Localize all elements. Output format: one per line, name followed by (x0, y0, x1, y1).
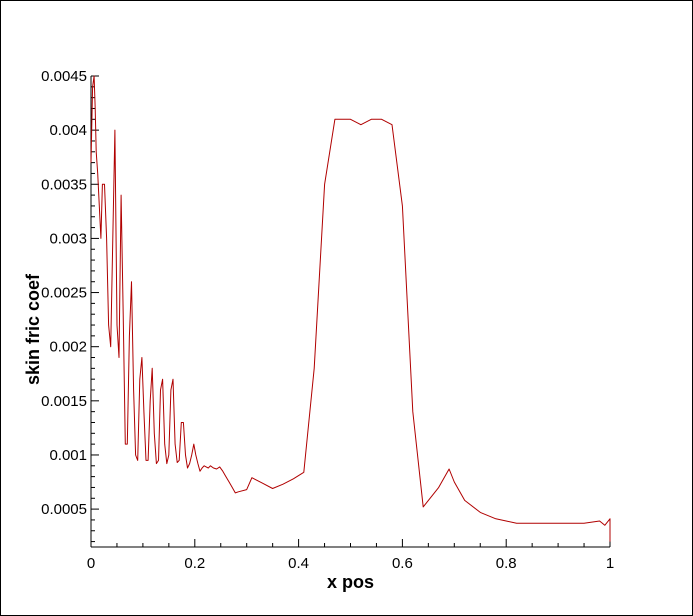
y-tick-label: 0.0025 (41, 285, 87, 302)
axes (90, 76, 610, 548)
y-tick-label: 0.0015 (41, 393, 87, 410)
x-tick-label: 0.6 (392, 555, 413, 572)
y-tick-label: 0.004 (49, 122, 87, 139)
y-tick-label: 0.003 (49, 230, 87, 247)
y-axis-title: skin fric coef (23, 273, 43, 385)
y-tick-label: 0.001 (49, 447, 87, 464)
x-tick-label: 0.8 (496, 555, 517, 572)
series-layer (90, 75, 611, 542)
y-tick-label: 0.0045 (41, 68, 87, 85)
y-tick-label: 0.0035 (41, 176, 87, 193)
x-tick-label: 0.2 (184, 555, 205, 572)
x-tick-label: 1 (606, 555, 614, 572)
x-axis-title: x pos (327, 572, 374, 592)
x-tick-label: 0 (87, 555, 95, 572)
y-tick-label: 0.002 (49, 339, 87, 356)
y-tick-label: 0.0005 (41, 501, 87, 518)
y-ticks: 0.0005 0.001 0.0015 0.002 0.0025 0.003 0.0035 0… (41, 68, 99, 543)
x-ticks: 0 0.2 0.4 0.6 0.8 1 (87, 539, 614, 572)
series-line (90, 75, 611, 542)
x-tick-label: 0.4 (288, 555, 309, 572)
